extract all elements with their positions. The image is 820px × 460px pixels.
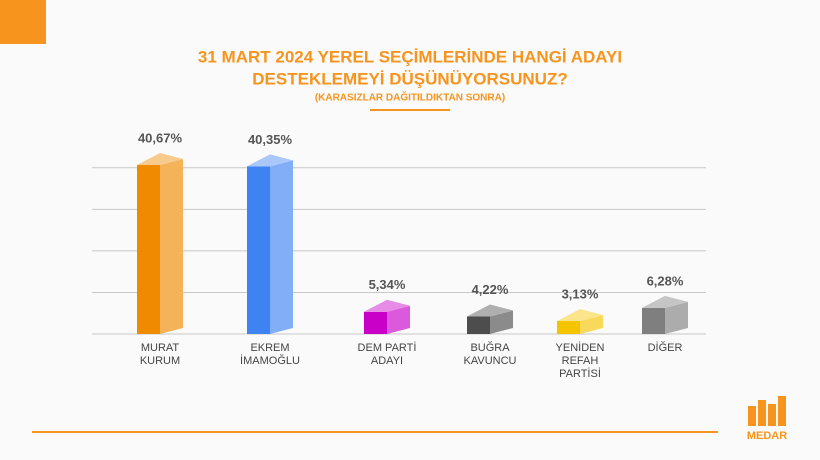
value-label: 3,13% — [562, 286, 599, 301]
corner-square — [0, 0, 46, 44]
bar-side — [160, 158, 183, 334]
x-tick-label: YENİDEN — [556, 341, 605, 354]
logo-bar — [778, 396, 786, 426]
value-label: 4,22% — [472, 282, 509, 297]
x-tick-label: MURAT — [141, 342, 180, 354]
bar — [557, 320, 580, 334]
logo-bar — [758, 400, 766, 426]
x-tick-label: İMAMOĞLU — [240, 354, 300, 367]
logo-bar — [748, 406, 756, 426]
bar — [467, 316, 490, 334]
bar-side — [665, 301, 688, 334]
x-tick-label: KURUM — [140, 355, 180, 367]
x-tick-label: BUĞRA — [470, 341, 510, 354]
x-tick-label: PARTİSİ — [559, 367, 601, 380]
x-tick-label: EKREM — [250, 342, 289, 354]
value-label: 40,35% — [248, 132, 293, 147]
x-tick-label: DEM PARTİ — [358, 341, 417, 354]
value-label: 40,67% — [138, 130, 183, 145]
logo-text: MEDAR — [747, 430, 787, 442]
x-tick-label: ADAYI — [371, 355, 403, 367]
bar-top — [467, 304, 513, 317]
bar — [137, 164, 160, 334]
bar-top — [364, 299, 410, 312]
bar — [364, 311, 387, 334]
chart-subtitle: (KARASIZLAR DAĞITILDIKTAN SONRA) — [315, 91, 505, 104]
bar-top — [247, 154, 293, 167]
bar-top — [137, 152, 183, 165]
bar-top — [642, 295, 688, 308]
logo: MEDAR — [747, 396, 787, 442]
bar-side — [580, 314, 603, 334]
bar — [642, 307, 665, 334]
x-tick-label: KAVUNCU — [464, 355, 517, 367]
chart-title: DESTEKLEMEYİ DÜŞÜNÜYORSUNUZ? — [252, 69, 567, 88]
bar-side — [387, 305, 410, 334]
bar-side — [270, 160, 293, 334]
x-tick-label: REFAH — [562, 355, 599, 367]
logo-bar — [768, 404, 776, 426]
bar-side — [490, 310, 513, 334]
bar-top — [557, 308, 603, 321]
bar — [247, 166, 270, 334]
chart-title: 31 MART 2024 YEREL SEÇİMLERİNDE HANGİ AD… — [198, 47, 622, 66]
x-tick-label: DİĞER — [648, 341, 683, 354]
value-label: 6,28% — [647, 273, 684, 288]
value-label: 5,34% — [369, 277, 406, 292]
